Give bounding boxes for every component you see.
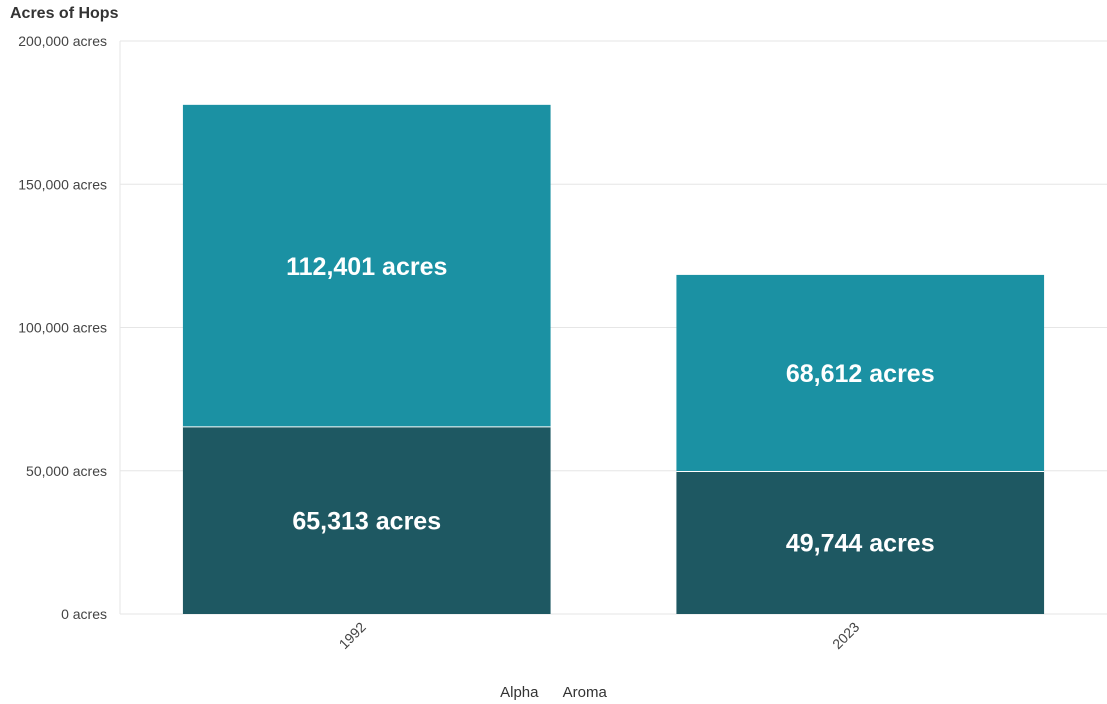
bar-segment[interactable] [182, 426, 551, 614]
data-label: 68,612 acres [786, 360, 935, 388]
data-label: 65,313 acres [292, 507, 441, 535]
y-tick-label: 100,000 acres [18, 320, 107, 336]
chart-title: Acres of Hops [10, 5, 119, 22]
bar-segment[interactable] [182, 104, 551, 427]
legend-entry-aroma[interactable]: Aroma [562, 684, 607, 701]
x-tick-label: 2023 [829, 619, 862, 652]
y-tick-label: 0 acres [61, 606, 107, 622]
legend: Alpha Aroma [0, 684, 1107, 701]
stacked-bar-chart: 0 acres 50,000 acres 100,000 acres 150,000 … [18, 33, 1107, 652]
legend-entry-alpha[interactable]: Alpha [500, 684, 539, 701]
bar-segment[interactable] [676, 471, 1045, 614]
data-label: 112,401 acres [286, 253, 447, 281]
y-tick-label: 200,000 acres [18, 33, 107, 49]
bar-segment[interactable] [676, 274, 1045, 472]
data-label: 49,744 acres [786, 530, 935, 558]
y-tick-label: 50,000 acres [26, 463, 107, 479]
x-tick-label: 1992 [336, 619, 369, 652]
y-tick-label: 150,000 acres [18, 176, 107, 192]
